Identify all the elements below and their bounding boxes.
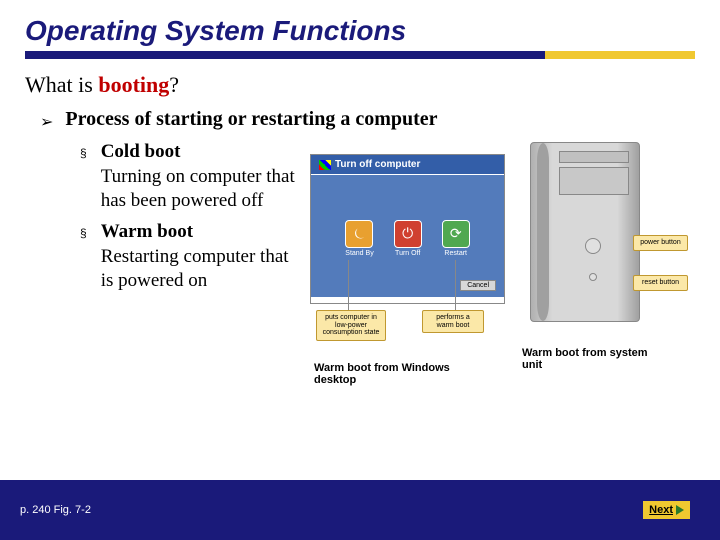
power-button-row: ⏾ Stand By ⏻ Turn Off ⟳ Restart — [345, 220, 469, 257]
standby-icon: ⏾ — [345, 220, 373, 248]
windows-dialog-column: Turn off computer ⏾ Stand By ⏻ Turn Off — [310, 140, 510, 386]
subtitle-prefix: What is — [25, 72, 98, 97]
columns: § Cold boot Turning on computer that has… — [80, 140, 695, 386]
subtitle-suffix: ? — [169, 72, 179, 97]
caption-windows: Warm boot from Windows desktop — [314, 362, 494, 386]
subtitle-term: booting — [98, 72, 169, 97]
windows-flag-icon — [319, 160, 331, 170]
sub-text-cold: Cold boot Turning on computer that has b… — [101, 140, 300, 214]
computer-tower — [530, 142, 640, 322]
restart-button[interactable]: ⟳ Restart — [442, 220, 470, 257]
warm-boot-desc: Restarting computer that is powered on — [101, 246, 289, 292]
next-button[interactable]: Next — [643, 501, 690, 519]
standby-label: Stand By — [345, 250, 373, 257]
turnoff-dialog: Turn off computer ⏾ Stand By ⏻ Turn Off — [310, 154, 505, 304]
cancel-button[interactable]: Cancel — [460, 280, 496, 291]
sub-bullet-warm: § Warm boot Restarting computer that is … — [80, 220, 300, 294]
text-column: § Cold boot Turning on computer that has… — [80, 140, 300, 386]
drive-bay-2 — [559, 167, 629, 195]
title-area: Operating System Functions — [0, 0, 720, 64]
main-bullet-row: ➢ Process of starting or restarting a co… — [40, 108, 695, 132]
warm-boot-term: Warm boot — [101, 221, 193, 242]
dialog-title: Turn off computer — [335, 159, 420, 170]
slide-title: Operating System Functions — [25, 15, 695, 47]
callout-warmboot: performs a warm boot — [422, 310, 484, 333]
standby-button[interactable]: ⏾ Stand By — [345, 220, 373, 257]
turnoff-button[interactable]: ⏻ Turn Off — [394, 220, 422, 257]
next-arrow-icon — [676, 505, 684, 515]
restart-label: Restart — [444, 250, 467, 257]
callout-standby: puts computer in low-power consumption s… — [316, 310, 386, 341]
page-reference: p. 240 Fig. 7-2 — [20, 504, 91, 516]
caption-unit: Warm boot from system unit — [522, 347, 670, 371]
callout-line-restart — [455, 260, 456, 310]
drive-bay-1 — [559, 151, 629, 163]
system-unit-column: power button reset button Warm boot from… — [520, 140, 670, 386]
subtitle-area: What is booting? — [0, 64, 720, 108]
restart-icon: ⟳ — [442, 220, 470, 248]
next-label: Next — [649, 504, 673, 516]
cold-boot-desc: Turning on computer that has been powere… — [101, 166, 295, 212]
main-bullet-text: Process of starting or restarting a comp… — [65, 108, 437, 131]
dialog-header: Turn off computer — [311, 155, 504, 175]
turnoff-label: Turn Off — [395, 250, 420, 257]
turnoff-icon: ⏻ — [394, 220, 422, 248]
callout-line-standby — [348, 260, 349, 310]
content-area: ➢ Process of starting or restarting a co… — [0, 108, 720, 386]
arrow-bullet-icon: ➢ — [40, 112, 53, 132]
sub-text-warm: Warm boot Restarting computer that is po… — [101, 220, 300, 294]
tower-power-button — [585, 238, 601, 254]
square-bullet-icon: § — [80, 226, 87, 294]
subtitle: What is booting? — [25, 72, 695, 98]
footer: p. 240 Fig. 7-2 Next — [0, 480, 720, 540]
dialog-body: ⏾ Stand By ⏻ Turn Off ⟳ Restart Cancel — [311, 175, 504, 297]
sub-bullet-cold: § Cold boot Turning on computer that has… — [80, 140, 300, 214]
callout-reset: reset button — [633, 275, 688, 291]
title-underline — [25, 51, 695, 59]
cold-boot-term: Cold boot — [101, 141, 181, 162]
square-bullet-icon: § — [80, 146, 87, 214]
tower-front-curve — [537, 143, 549, 321]
tower-reset-button — [589, 273, 597, 281]
callout-power: power button — [633, 235, 688, 251]
